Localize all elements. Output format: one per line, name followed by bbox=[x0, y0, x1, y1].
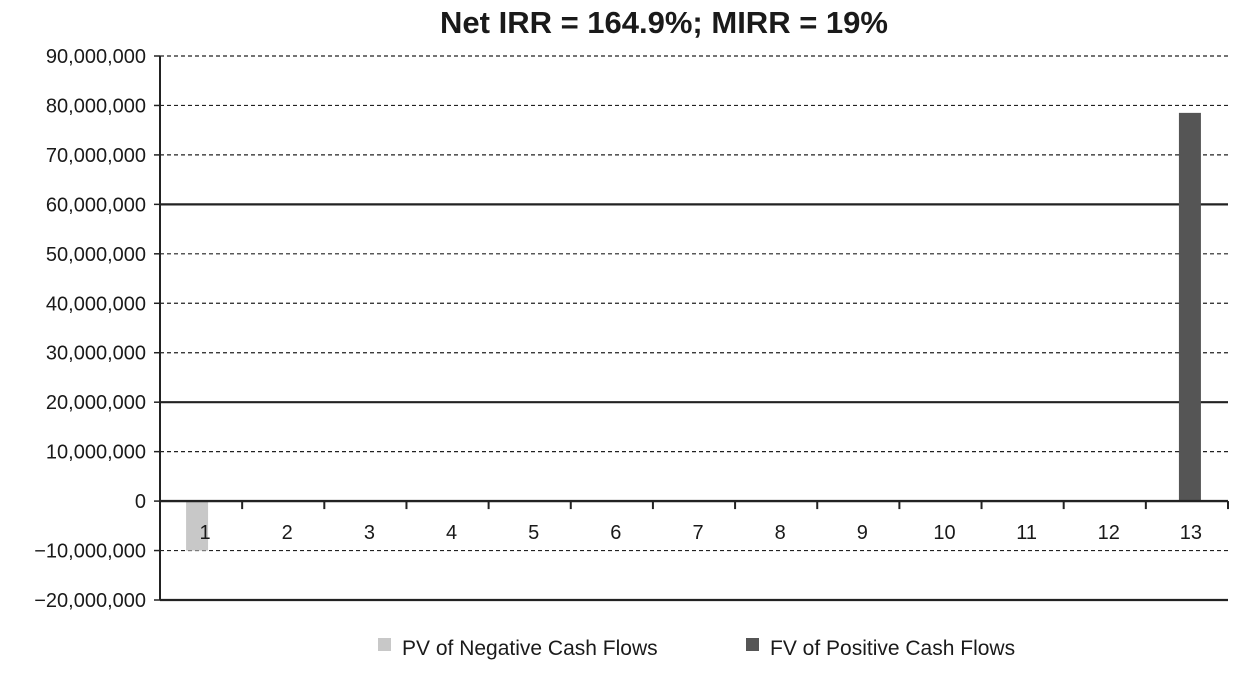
legend: PV of Negative Cash Flows FV of Positive … bbox=[378, 637, 1015, 660]
x-tick-label: 5 bbox=[528, 522, 539, 544]
bars bbox=[186, 112, 1201, 551]
chart-title: Net IRR = 164.9%; MIRR = 19% bbox=[440, 5, 888, 40]
y-tick-label: 40,000,000 bbox=[46, 293, 146, 315]
y-tick-label: 60,000,000 bbox=[46, 194, 146, 216]
y-tick-label: 80,000,000 bbox=[46, 95, 146, 117]
legend-swatch bbox=[378, 638, 391, 651]
x-tick-label: 13 bbox=[1180, 522, 1202, 544]
x-tick-label: 2 bbox=[282, 522, 293, 544]
legend-swatch bbox=[746, 638, 759, 651]
x-tick-label: 4 bbox=[446, 522, 457, 544]
x-tick-label: 6 bbox=[610, 522, 621, 544]
x-tick-label: 1 bbox=[200, 522, 211, 544]
x-tick-label: 3 bbox=[364, 522, 375, 544]
y-tick-label: 90,000,000 bbox=[46, 46, 146, 68]
bar bbox=[1178, 112, 1201, 502]
x-tick-label: 10 bbox=[933, 522, 955, 544]
axes bbox=[159, 56, 1228, 600]
legend-label: FV of Positive Cash Flows bbox=[770, 637, 1015, 660]
y-tick-label: 10,000,000 bbox=[46, 442, 146, 464]
gridlines bbox=[160, 55, 1228, 602]
x-tick-label: 9 bbox=[857, 522, 868, 544]
bar bbox=[186, 501, 209, 551]
x-tick-label: 11 bbox=[1016, 522, 1037, 544]
y-tick-label: −20,000,000 bbox=[34, 590, 146, 612]
y-tick-label: 0 bbox=[135, 491, 146, 513]
x-tick-label: 7 bbox=[692, 522, 703, 544]
y-tick-label: 70,000,000 bbox=[46, 145, 146, 167]
y-tick-label: 20,000,000 bbox=[46, 392, 146, 414]
y-tick-label: 50,000,000 bbox=[46, 244, 146, 266]
y-tick-label: −10,000,000 bbox=[34, 541, 146, 563]
legend-label: PV of Negative Cash Flows bbox=[402, 637, 658, 660]
y-axis-ticks: 90,000,000 80,000,000 70,000,000 60,000,000… bbox=[34, 46, 160, 612]
x-tick-label: 12 bbox=[1098, 522, 1120, 544]
x-axis-ticks: 1 2 3 4 5 6 7 8 9 10 11 12 13 bbox=[159, 501, 1229, 544]
y-tick-label: 30,000,000 bbox=[46, 343, 146, 365]
x-tick-label: 8 bbox=[775, 522, 786, 544]
